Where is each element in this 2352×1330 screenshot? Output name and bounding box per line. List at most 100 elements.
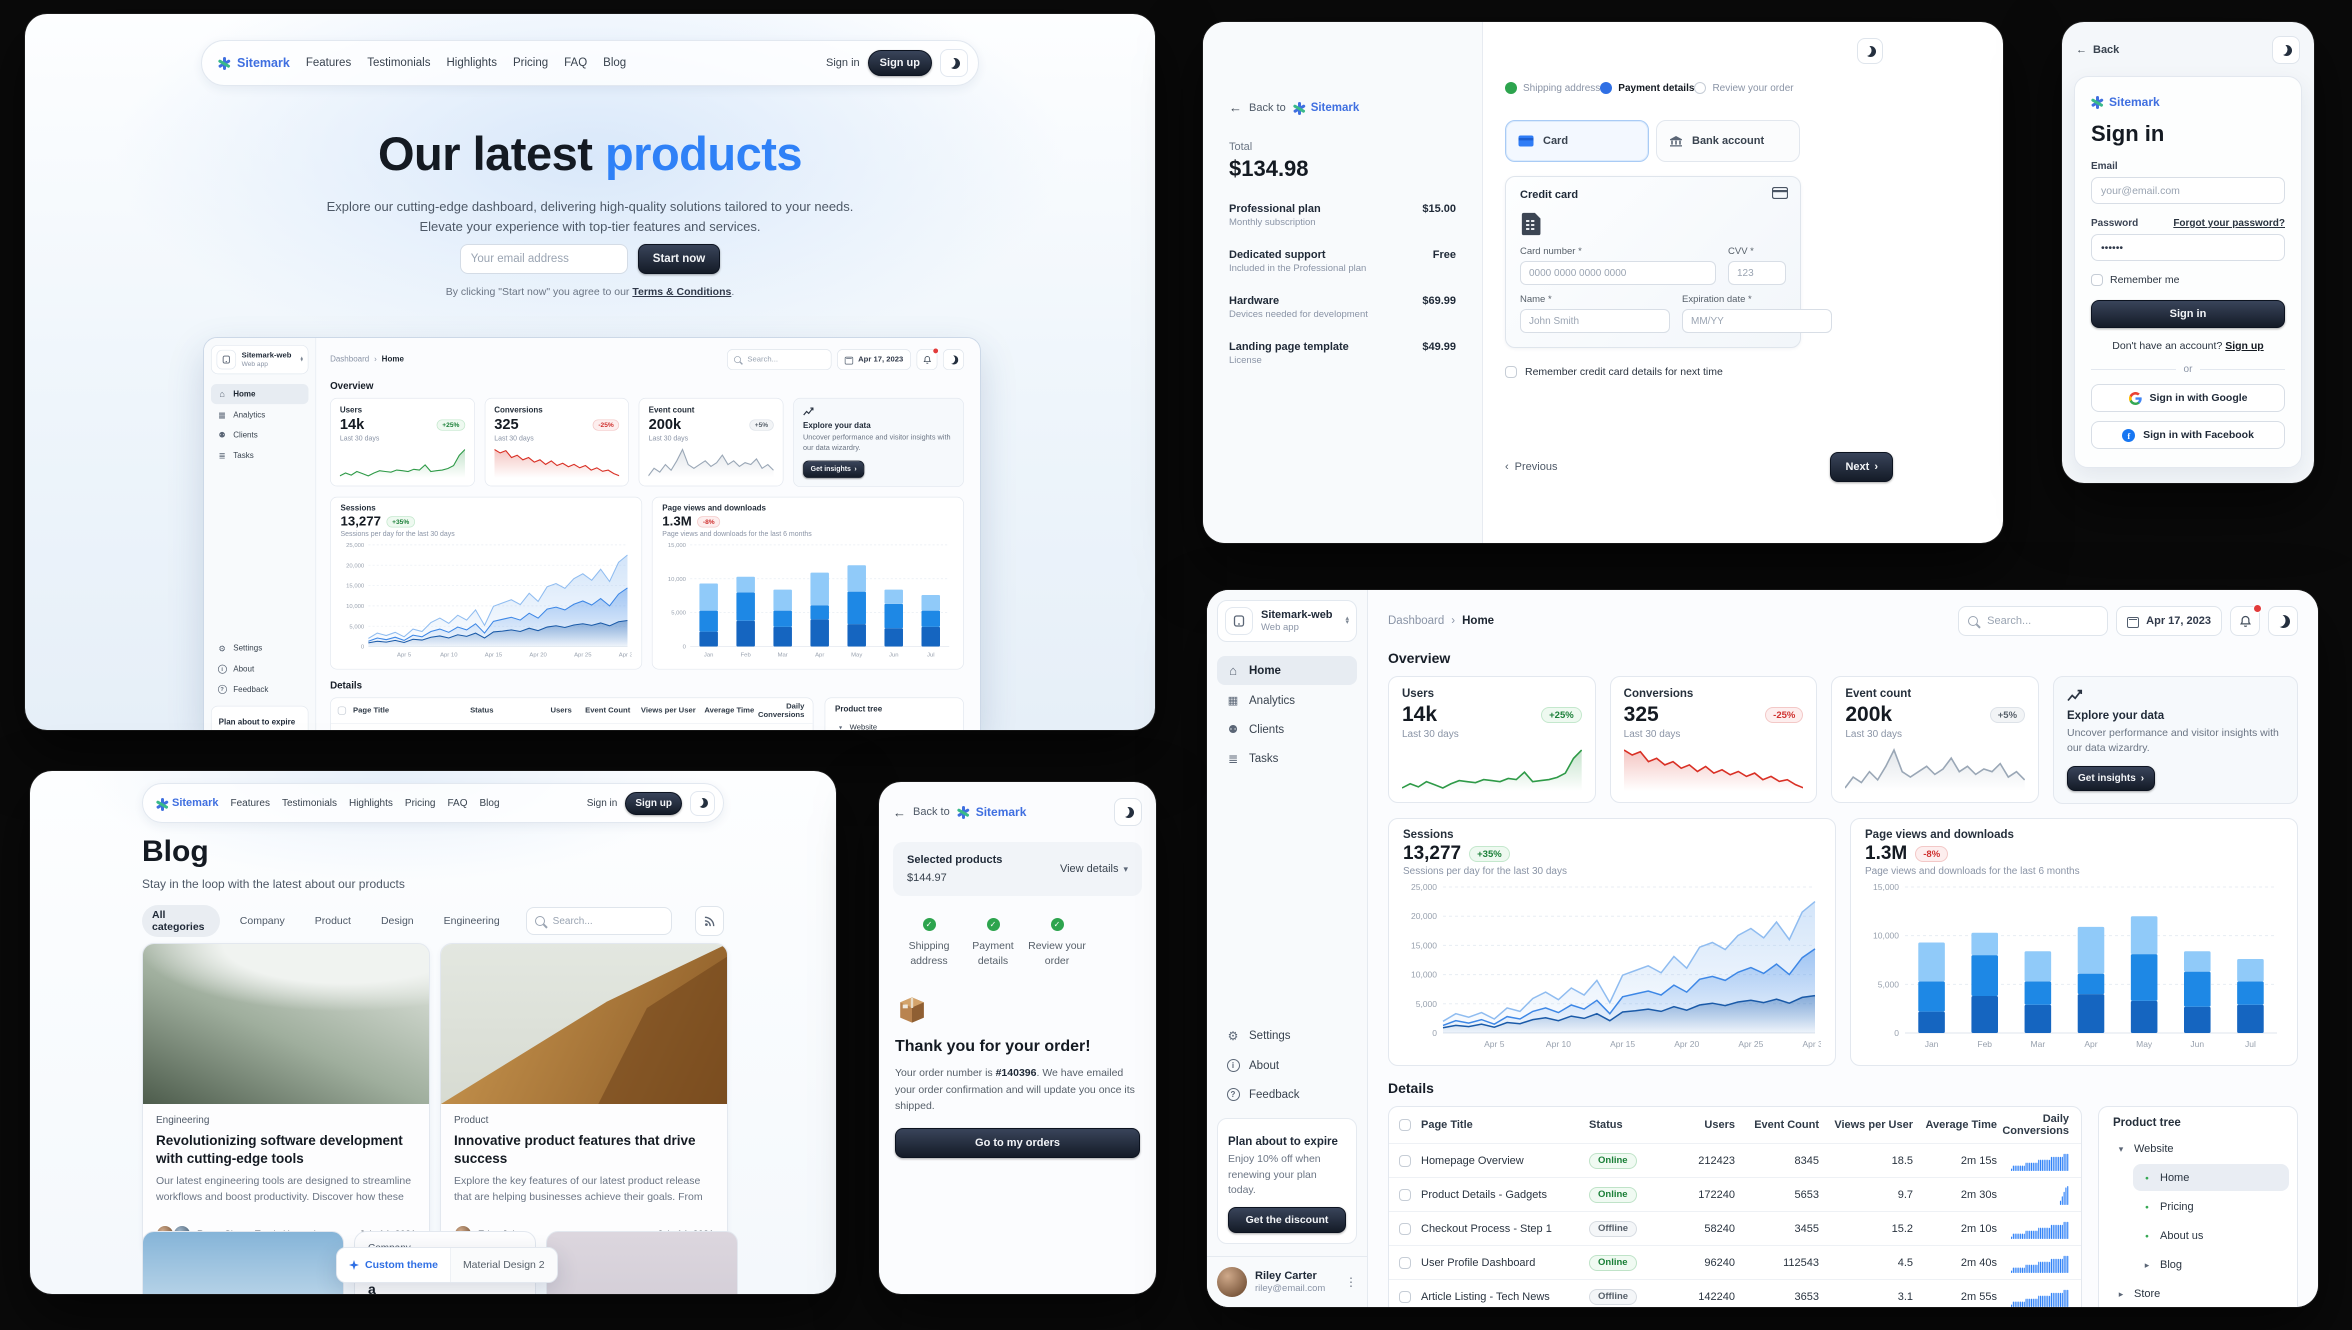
remember-card-checkbox[interactable] (1505, 366, 1517, 378)
sidebar-item[interactable]: Tasks (211, 446, 309, 466)
cvv-input[interactable] (1728, 261, 1786, 285)
sidebar-item[interactable]: Tasks (1217, 745, 1357, 773)
blog-post-card[interactable]: Engineering Revolutionizing software dev… (142, 943, 430, 1257)
search-field[interactable] (1958, 606, 2109, 636)
stepper-step[interactable]: Shipping address (1505, 82, 1600, 94)
pay-with-card-option[interactable]: Card (1505, 120, 1649, 162)
blog-post-image-card[interactable] (142, 1231, 344, 1294)
tree-item[interactable]: About us (2133, 1222, 2289, 1249)
remember-me-checkbox[interactable] (2091, 274, 2103, 286)
select-all-checkbox[interactable] (1399, 1119, 1411, 1132)
tree-item[interactable]: Store (2107, 1280, 2289, 1307)
custom-theme-option[interactable]: Custom theme (337, 1248, 451, 1282)
col-users[interactable]: Users (550, 706, 572, 716)
col-views-per-user[interactable]: Views per User (1834, 1119, 1913, 1132)
get-insights-button[interactable]: Get insights › (2067, 766, 2156, 792)
get-insights-button[interactable]: Get insights › (802, 460, 865, 479)
nav-link[interactable]: Features (230, 797, 270, 809)
blog-search-field[interactable] (525, 907, 672, 935)
start-now-button[interactable]: Start now (637, 244, 721, 274)
stat-card[interactable]: Users 14k +25% Last 30 days (1388, 676, 1596, 803)
sidebar-footer-item[interactable]: Settings (211, 639, 309, 659)
sidebar-item[interactable]: Home (1217, 656, 1357, 685)
table-row[interactable]: Product Details - Gadgets Online 172240 … (1389, 1177, 2081, 1211)
stat-card[interactable]: Conversions 325 -25% Last 30 days (1609, 676, 1818, 803)
nav-link[interactable]: Blog (603, 57, 627, 69)
notifications-button[interactable] (916, 347, 939, 371)
nav-link[interactable]: Pricing (512, 57, 549, 69)
dark-mode-toggle[interactable] (940, 49, 968, 77)
kebab-menu-icon[interactable]: ⋮ (1345, 1275, 1357, 1289)
view-details-button[interactable]: View details ▾ (1059, 863, 1128, 875)
table-row[interactable]: User Profile Dashboard Online 96240 1125… (1389, 1245, 2081, 1279)
brand-logo[interactable]: Sitemark (156, 797, 218, 811)
search-input[interactable] (1985, 614, 2099, 628)
category-chip[interactable]: Product (314, 915, 351, 927)
col-event-count[interactable]: Event Count (585, 706, 631, 716)
search-input[interactable] (745, 354, 825, 365)
nav-link[interactable]: Highlights (348, 797, 393, 809)
back-button[interactable]: ← Back (2076, 44, 2120, 56)
notifications-button[interactable] (2230, 604, 2262, 636)
sign-in-button[interactable]: Sign in (2091, 300, 2285, 328)
go-to-orders-button[interactable]: Go to my orders (895, 1128, 1140, 1159)
nav-link[interactable]: Pricing (404, 797, 436, 809)
stat-card[interactable]: Conversions 325 -25% Last 30 days (484, 397, 630, 487)
sign-in-link[interactable]: Sign in (586, 797, 618, 809)
col-daily-conversions[interactable]: Daily Conversions (2002, 1113, 2069, 1138)
sidebar-footer-item[interactable]: Feedback (1217, 1081, 1357, 1108)
material-design-option[interactable]: Material Design 2 (450, 1248, 557, 1282)
nav-link[interactable]: Testimonials (367, 57, 431, 69)
sidebar-footer-item[interactable]: Settings (1217, 1022, 1357, 1050)
row-checkbox[interactable] (1399, 1222, 1411, 1235)
workspace-select[interactable]: Sitemark-web Web app ▴ ▾ (1217, 600, 1357, 642)
back-to-brand[interactable]: ← Back to Sitemark (893, 804, 1027, 820)
tree-item[interactable]: Website (2107, 1135, 2289, 1162)
row-checkbox[interactable] (1399, 1256, 1411, 1269)
email-field[interactable] (2091, 177, 2285, 204)
nav-link[interactable]: Blog (479, 797, 500, 809)
blog-search-input[interactable] (550, 914, 663, 928)
date-picker-button[interactable]: Apr 17, 2023 (2116, 606, 2222, 636)
col-users[interactable]: Users (1704, 1119, 1735, 1132)
sign-up-link[interactable]: Sign up (2225, 340, 2264, 352)
get-discount-button[interactable]: Get the discount (1228, 1207, 1346, 1233)
col-status[interactable]: Status (1589, 1119, 1623, 1132)
col-page-title[interactable]: Page Title (1421, 1119, 1473, 1132)
dark-mode-toggle[interactable] (2268, 606, 2298, 636)
category-chip[interactable]: Company (239, 915, 285, 927)
nav-link[interactable]: Testimonials (281, 797, 337, 809)
nav-link[interactable]: FAQ (564, 57, 588, 69)
back-to-brand[interactable]: ← Back to Sitemark (1229, 100, 1360, 115)
category-chip[interactable]: Engineering (443, 915, 500, 927)
name-input[interactable] (1520, 309, 1670, 333)
workspace-select[interactable]: Sitemark-web Web app ▴ ▾ (210, 344, 309, 375)
dark-mode-toggle[interactable] (1857, 38, 1883, 64)
blog-post-card[interactable]: Product Innovative product features that… (440, 943, 728, 1257)
row-checkbox[interactable] (1399, 1290, 1411, 1303)
sidebar-item[interactable]: Clients (211, 426, 309, 445)
google-sign-in-button[interactable]: Sign in with Google (2091, 384, 2285, 412)
expiration-input[interactable] (1682, 309, 1832, 333)
col-page-title[interactable]: Page Title (353, 706, 390, 716)
table-row[interactable]: Checkout Process - Step 1 Offline 58240 … (1389, 1211, 2081, 1245)
stepper-step[interactable]: Review your order (1694, 82, 1794, 94)
col-views-per-user[interactable]: Views per User (640, 706, 696, 716)
col-event-count[interactable]: Event Count (1754, 1119, 1819, 1132)
dark-mode-toggle[interactable] (1114, 798, 1142, 826)
sidebar-item[interactable]: Clients (1217, 716, 1357, 743)
stat-card[interactable]: Event count 200k +5% Last 30 days (638, 397, 784, 487)
rss-button[interactable] (694, 906, 724, 936)
sidebar-item[interactable]: Analytics (211, 406, 309, 425)
sidebar-footer-item[interactable]: Feedback (211, 680, 309, 699)
sign-up-button[interactable]: Sign up (625, 791, 682, 815)
stat-card[interactable]: Event count 200k +5% Last 30 days (1831, 676, 2040, 803)
category-chip[interactable]: Design (380, 915, 414, 927)
dark-mode-toggle[interactable] (2272, 36, 2300, 64)
nav-link[interactable]: Highlights (446, 57, 497, 69)
tree-item[interactable]: Website (831, 718, 958, 730)
stat-card[interactable]: Users 14k +25% Last 30 days (330, 397, 475, 487)
email-input[interactable] (459, 244, 628, 274)
select-all-checkbox[interactable] (337, 706, 347, 716)
stepper-step[interactable]: Payment details (1600, 82, 1694, 94)
